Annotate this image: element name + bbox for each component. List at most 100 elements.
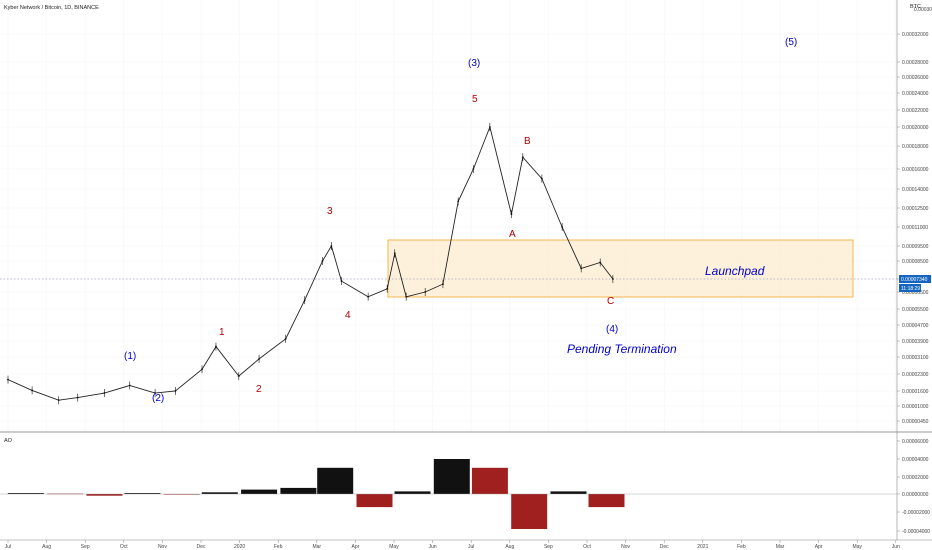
ao-bar [511,494,548,529]
currency-label: BTC [910,4,921,10]
price-point-dot [174,390,177,392]
price-point-dot [321,260,324,262]
price-tick-label: 0.00011000 [902,225,928,231]
time-tick-label: Dec [197,544,206,550]
price-tick-label: 0.00003900 [902,339,929,345]
wave-label-(4): (4) [606,324,618,335]
price-tick-label: 0.00012500 [902,206,929,212]
wave-label-B: B [524,136,531,147]
last-price-badge [899,275,931,283]
price-tick-label: 0.00018000 [902,144,929,150]
price-point-dot [424,291,427,293]
price-tick-label: 0.00005500 [902,307,929,313]
time-tick-label: Nov [621,544,630,550]
price-point-dot [76,396,79,399]
ao-bar [7,493,44,494]
time-tick-label: 2020 [234,544,245,550]
price-point-dot [580,267,583,270]
price-point-dot [521,156,524,159]
time-tick-label: Apr [352,544,360,550]
wave-label-A: A [509,229,516,240]
ao-histogram [0,459,897,529]
ao-bar [124,493,161,494]
price-tick-label: 0.00026000 [902,75,929,81]
symbol-title: Kyber Network / Bitcoin, 1D, BINANCE [4,5,99,11]
price-point-dot [540,177,543,180]
ao-bar [201,492,238,494]
ao-bar [356,494,393,508]
launchpad-label: Launchpad [705,264,765,278]
price-point-dot [330,245,333,247]
wave-label-(1): (1) [124,351,136,362]
price-tick-label: 0.00001000 [902,404,929,410]
wave-label-3: 3 [327,206,333,217]
price-point-dot [611,278,614,280]
price-point-dot [258,357,260,360]
price-point-dot [31,389,33,392]
price-point-dot [510,213,513,215]
price-point-dot [561,226,564,228]
time-tick-label: Oct [583,544,591,550]
wave-label-(5): (5) [785,37,797,48]
launchpad-zone [387,239,854,298]
price-tick-label: 0.00020000 [902,125,929,131]
ao-bar [317,467,354,494]
price-tick-label: 0.00000450 [902,419,929,425]
time-tick-label: Jun [892,544,900,550]
price-tick-label: 0.00030000 [914,7,932,13]
price-tick-label: 0.00008500 [902,259,929,265]
time-tick-label: Sep [544,544,553,550]
price-point-dot [57,399,60,402]
price-point-dot [103,392,106,394]
price-point-dot [599,261,602,264]
wave-label-(2): (2) [152,393,164,404]
price-point-dot [284,337,287,340]
price-point-dot [154,392,156,394]
grid [0,0,897,432]
time-tick-label: Mar [312,544,321,550]
ao-bar [433,459,470,494]
wave-label-5: 5 [472,94,478,105]
wave-label-1: 1 [219,327,225,338]
price-tick-label: 0.00028000 [902,60,929,66]
ao-bar [394,491,431,494]
price-point-dot [7,378,9,381]
ao-axis: 0.00006000 0.00004000 0.00002000 0.00000000… [897,439,930,535]
time-tick-label: Apr [815,544,823,550]
ao-bar [550,491,587,494]
time-tick-label: Aug [42,544,51,550]
price-tick-label: 0.00002300 [902,372,929,378]
price-point-dot [128,384,131,387]
price-point-dot [201,368,203,371]
time-tick-label: May [389,544,399,550]
time-tick-label: Jul [468,544,474,550]
price-point-dot [457,200,460,203]
time-axis: Jul Aug Sep Oct Nov Dec 2020 Feb Mar Apr May Jun Jul… [5,540,900,550]
price-point-dot [215,345,217,348]
price-tick-label: 0.00009500 [902,244,929,250]
ao-bar [588,494,625,508]
price-point-dot [367,295,370,298]
ao-tick-label: 0.00004000 [902,457,929,463]
time-tick-label: Feb [274,544,283,550]
price-point-dot [237,375,240,377]
last-price-value: 0.00007340 [901,277,928,283]
price-tick-label: 0.00003100 [902,355,929,361]
ao-bar [86,494,123,496]
price-tick-label: 0.00022000 [902,108,929,114]
pending-termination-label: Pending Termination [567,342,677,356]
ao-tick-label: -0.00002000 [902,510,930,516]
time-tick-label: May [852,544,862,550]
ao-bar [280,487,317,494]
price-series [7,123,614,405]
price-point-dot [472,168,475,170]
price-tick-label: 0.00014000 [902,187,929,193]
price-point-dot [340,280,343,282]
price-tick-label: 0.00016000 [902,167,929,173]
ao-bar [241,489,278,494]
price-point-dot [488,126,491,128]
price-tick-label: 0.00032000 [902,32,929,38]
wave-label-2: 2 [256,384,262,395]
